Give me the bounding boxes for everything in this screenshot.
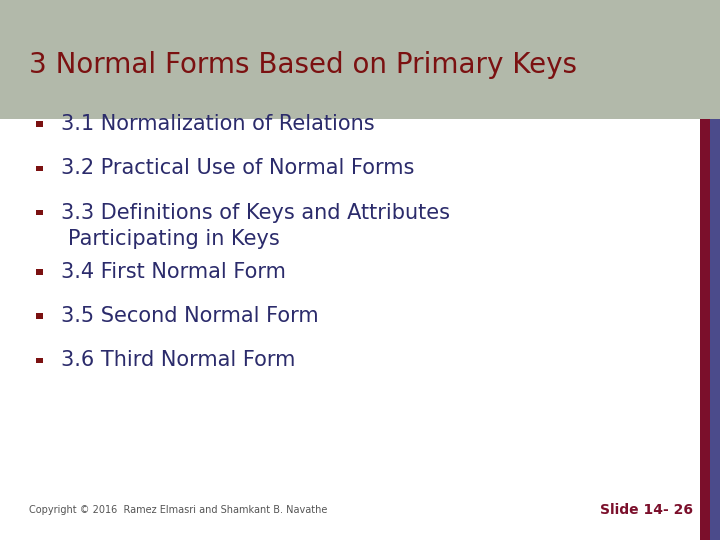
Bar (36, 166, 43, 171)
Text: Slide 14- 26: Slide 14- 26 (600, 503, 693, 517)
Text: 3 Normal Forms Based on Primary Keys: 3 Normal Forms Based on Primary Keys (29, 51, 577, 79)
Bar (36, 122, 43, 127)
Text: 3.2 Practical Use of Normal Forms: 3.2 Practical Use of Normal Forms (61, 158, 415, 179)
Bar (36, 313, 43, 319)
Text: 3.5 Second Normal Form: 3.5 Second Normal Form (61, 306, 319, 326)
Text: 3.3 Definitions of Keys and Attributes: 3.3 Definitions of Keys and Attributes (61, 202, 450, 223)
Bar (700, 119, 710, 540)
Bar (0, 0, 720, 119)
Bar (36, 357, 43, 363)
Text: 3.6 Third Normal Form: 3.6 Third Normal Form (61, 350, 296, 370)
Text: Copyright © 2016  Ramez Elmasri and Shamkant B. Navathe: Copyright © 2016 Ramez Elmasri and Shamk… (29, 505, 327, 515)
Text: 3.4 First Normal Form: 3.4 First Normal Form (61, 262, 286, 282)
Bar (36, 210, 43, 215)
Text: Participating in Keys: Participating in Keys (68, 228, 280, 249)
Bar (710, 119, 720, 540)
Bar (36, 269, 43, 274)
Text: 3.1 Normalization of Relations: 3.1 Normalization of Relations (61, 114, 375, 134)
